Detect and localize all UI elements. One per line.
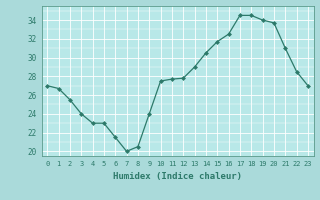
X-axis label: Humidex (Indice chaleur): Humidex (Indice chaleur) [113, 172, 242, 181]
